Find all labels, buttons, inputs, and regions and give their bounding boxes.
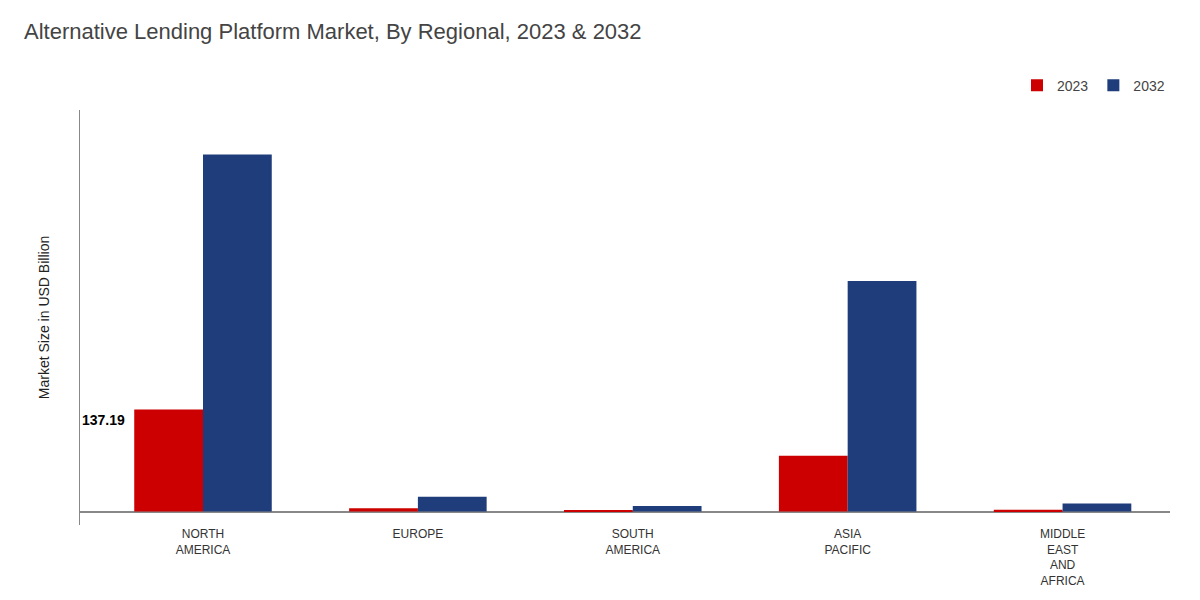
svg-text:MIDDLEEASTANDAFRICA: MIDDLEEASTANDAFRICA xyxy=(1040,527,1085,588)
svg-text:137.19: 137.19 xyxy=(82,412,125,428)
svg-text:EUROPE: EUROPE xyxy=(393,527,444,541)
svg-text:2032: 2032 xyxy=(1133,78,1164,94)
svg-text:NORTHAMERICA: NORTHAMERICA xyxy=(176,527,231,557)
svg-text:Alternative Lending Platform M: Alternative Lending Platform Market, By … xyxy=(24,19,642,44)
svg-text:ASIAPACIFIC: ASIAPACIFIC xyxy=(824,527,871,557)
svg-text:SOUTHAMERICA: SOUTHAMERICA xyxy=(605,527,660,557)
svg-text:Market Size in USD Billion: Market Size in USD Billion xyxy=(36,236,52,399)
svg-text:2023: 2023 xyxy=(1057,78,1088,94)
